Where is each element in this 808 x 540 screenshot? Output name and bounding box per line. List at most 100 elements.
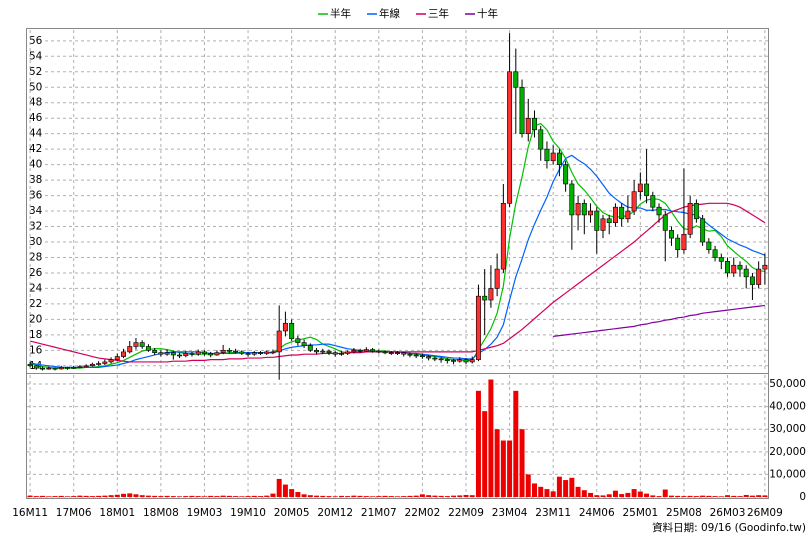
x-tick-label: 25M01 <box>622 507 658 519</box>
volume-bar <box>600 495 606 497</box>
volume-bar <box>475 390 481 497</box>
volume-bar <box>83 495 89 497</box>
volume-bar <box>662 489 668 497</box>
y2-tick-label: 20,000 <box>769 446 806 458</box>
candle-body <box>612 206 618 223</box>
y-tick-label: 42 <box>29 143 42 155</box>
volume-bar <box>357 495 363 497</box>
y-tick-label: 50 <box>29 81 42 93</box>
candle-body <box>488 288 494 301</box>
candle-body <box>737 264 743 270</box>
candle-body <box>550 152 556 162</box>
candle-body <box>270 351 276 354</box>
volume-bar <box>214 496 220 497</box>
candle-body <box>507 71 513 204</box>
volume-bar <box>40 495 46 497</box>
volume-bar <box>550 491 556 497</box>
candle-body <box>519 86 525 134</box>
volume-bar <box>500 440 506 497</box>
candle-body <box>669 230 674 239</box>
y-tick-label: 38 <box>29 174 42 186</box>
volume-bar <box>401 496 407 497</box>
candle-body <box>482 295 488 301</box>
volume-bar <box>183 496 189 497</box>
volume-bar <box>544 489 550 497</box>
volume-bar <box>363 496 369 497</box>
volume-bar <box>345 496 351 497</box>
candle-body <box>239 351 245 354</box>
candle-body <box>544 148 550 162</box>
volume-bar <box>612 490 618 497</box>
volume-bar <box>469 495 475 497</box>
x-tick-label: 23M11 <box>535 507 571 519</box>
y2-tick-label: 0 <box>799 491 806 503</box>
candle-body <box>170 352 176 356</box>
volume-bar <box>451 495 457 497</box>
candle-body <box>725 261 731 274</box>
volume-bar <box>139 495 145 497</box>
candle-body <box>307 345 313 351</box>
candle-body <box>563 164 569 185</box>
x-tick-label: 20M12 <box>317 507 353 519</box>
volume-bar <box>295 492 301 497</box>
candle-body <box>513 71 519 88</box>
y-tick-label: 30 <box>29 236 42 248</box>
candle-body <box>600 218 606 231</box>
volume-bar <box>152 495 158 497</box>
x-tick-label: 22M09 <box>448 507 484 519</box>
candle-body <box>451 360 457 362</box>
candle-body <box>656 206 662 216</box>
candle-body <box>432 357 438 360</box>
y-tick-label: 40 <box>29 159 42 171</box>
candle-body <box>631 191 637 212</box>
volume-bar <box>700 495 706 497</box>
candle-body <box>108 359 114 363</box>
y2-tick-label: 30,000 <box>769 423 806 435</box>
volume-bar <box>563 480 569 497</box>
candle-body <box>152 350 158 353</box>
volume-bar <box>538 486 544 497</box>
volume-bar <box>52 496 58 497</box>
volume-bar <box>426 495 432 497</box>
volume-bar <box>525 474 531 497</box>
volume-bar <box>513 390 519 497</box>
volume-bar <box>320 495 326 497</box>
candle-body <box>314 350 320 353</box>
volume-bar <box>289 489 295 497</box>
candle-body <box>438 358 444 361</box>
volume-bar <box>743 494 749 497</box>
volume-bar <box>270 493 276 497</box>
candle-body <box>245 353 251 355</box>
volume-bar <box>239 496 245 497</box>
volume-bar <box>519 429 525 497</box>
candle-body <box>581 203 587 216</box>
volume-bar <box>133 494 139 497</box>
y-tick-label: 36 <box>29 190 43 202</box>
volume-bar <box>588 492 594 497</box>
volume-bar <box>413 495 419 497</box>
volume-bar <box>712 496 718 497</box>
volume-bar <box>189 495 195 497</box>
x-tick-label: 19M03 <box>187 507 223 519</box>
candle-body <box>706 241 712 251</box>
candle-body <box>96 363 102 365</box>
candle-body <box>419 355 425 358</box>
y-tick-label: 56 <box>29 35 43 47</box>
volume-panel <box>26 373 769 499</box>
candle-body <box>102 361 108 364</box>
candle-body <box>494 268 500 289</box>
candle-body <box>114 356 120 360</box>
volume-bar <box>108 495 114 497</box>
x-tick-label: 17M06 <box>56 507 92 519</box>
volume-bar <box>494 429 500 497</box>
candle-body <box>594 210 600 231</box>
volume-bar <box>625 492 631 497</box>
volume-bar <box>619 494 625 497</box>
volume-bar <box>71 496 77 497</box>
candle-body <box>345 351 351 354</box>
volume-bar <box>338 495 344 497</box>
y-tick-label: 20 <box>29 313 42 325</box>
volume-bar <box>482 411 488 497</box>
candle-body <box>264 351 270 354</box>
candle-body <box>538 129 544 150</box>
